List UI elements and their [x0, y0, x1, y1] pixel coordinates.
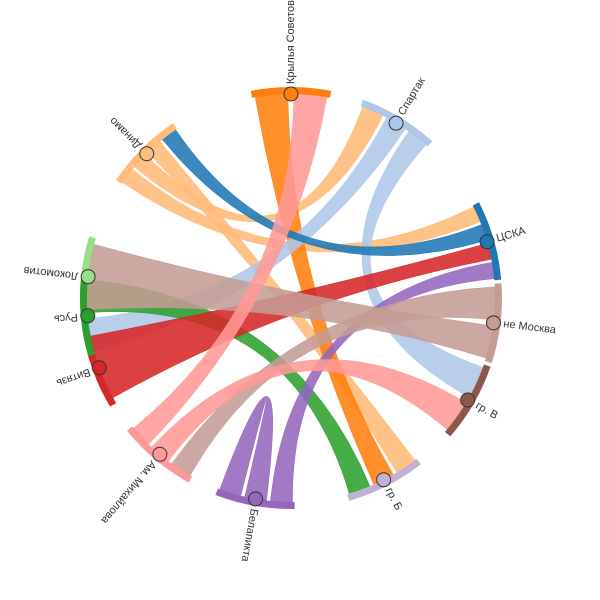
arc-белапикта — [215, 488, 295, 509]
node-marker[interactable] — [485, 315, 501, 331]
node-label: ЦСКА — [495, 225, 528, 245]
node-гр-б[interactable]: гр. Б — [376, 472, 405, 513]
node-marker[interactable] — [376, 472, 392, 488]
node-витязь[interactable]: Витязь — [55, 360, 107, 389]
node-marker[interactable] — [283, 86, 299, 102]
node-label: не Москва — [503, 318, 558, 336]
ribbon-динамо-to-цска — [122, 169, 481, 253]
ribbon-белапикта-to-белапикта — [219, 396, 273, 501]
node-label: гр. Б — [383, 486, 404, 512]
node-marker[interactable] — [91, 360, 107, 376]
node-marker[interactable] — [479, 234, 495, 250]
node-label: Белапикта — [239, 508, 260, 564]
node-label: Ам. Михайлова — [98, 458, 158, 526]
node-label: гр. В — [473, 400, 499, 422]
node-label: Крылья Советов — [285, 0, 297, 84]
ribbons-group — [86, 93, 496, 503]
node-marker[interactable] — [460, 392, 476, 408]
ribbon-цска-to-динамо — [162, 129, 487, 256]
node-локомотив[interactable]: Локомотив — [23, 264, 96, 285]
node-label: Спартак — [396, 75, 428, 117]
node-marker[interactable] — [80, 269, 96, 285]
node-ам-михайлова[interactable]: Ам. Михайлова — [98, 446, 168, 527]
node-marker[interactable] — [388, 115, 404, 131]
node-крылья-советов[interactable]: Крылья Советов — [283, 0, 299, 102]
node-marker[interactable] — [152, 446, 168, 462]
node-спартак[interactable]: Спартак — [388, 75, 428, 131]
node-label: Витязь — [55, 366, 92, 389]
node-marker[interactable] — [80, 308, 96, 324]
node-динамо[interactable]: Динамо — [107, 115, 155, 162]
node-label: Русь — [53, 311, 78, 325]
node-label: Локомотив — [23, 264, 79, 282]
node-label: Динамо — [107, 115, 143, 151]
node-marker[interactable] — [248, 491, 264, 507]
node-marker[interactable] — [139, 146, 155, 162]
node-русь[interactable]: Русь — [53, 308, 96, 325]
